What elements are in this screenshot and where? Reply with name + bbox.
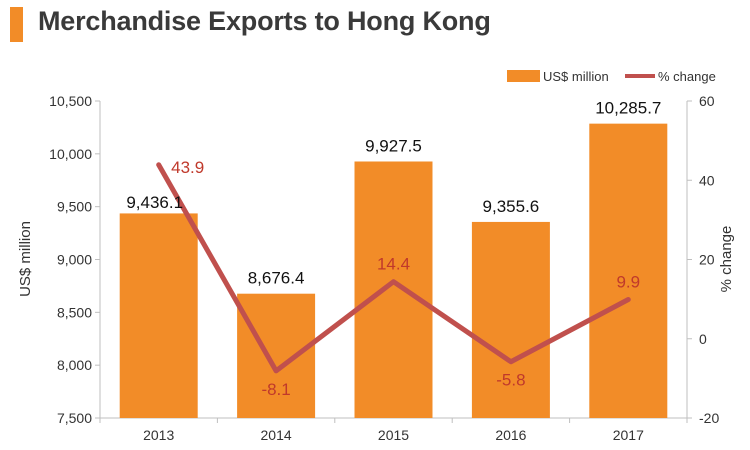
bar-data-label: 8,676.4 bbox=[248, 269, 305, 288]
y2-tick-label: -20 bbox=[699, 410, 719, 426]
line-data-label: -5.8 bbox=[496, 371, 525, 390]
y-tick-label: 10,500 bbox=[49, 93, 92, 109]
line-data-label: 14.4 bbox=[377, 255, 410, 274]
bar-data-label: 9,436.1 bbox=[126, 193, 183, 212]
x-tick-label: 2013 bbox=[143, 427, 174, 443]
x-tick-label: 2015 bbox=[378, 427, 409, 443]
bar bbox=[237, 293, 316, 418]
legend-label-bar: US$ million bbox=[543, 69, 609, 84]
bar-data-label: 9,927.5 bbox=[365, 136, 422, 155]
y-tick-label: 9,000 bbox=[57, 252, 92, 268]
legend: US$ million % change bbox=[507, 69, 716, 84]
line-data-label: 43.9 bbox=[171, 158, 204, 177]
y-tick-label: 8,000 bbox=[57, 357, 92, 373]
y2-tick-label: 60 bbox=[699, 93, 715, 109]
x-tick-label: 2017 bbox=[613, 427, 644, 443]
bar-data-label: 10,285.7 bbox=[595, 99, 661, 118]
line-data-label: -8.1 bbox=[261, 380, 290, 399]
x-tick-label: 2014 bbox=[261, 427, 292, 443]
legend-label-line: % change bbox=[658, 69, 716, 84]
bar bbox=[471, 221, 550, 418]
bar bbox=[589, 123, 668, 419]
y-tick-label: 10,000 bbox=[49, 146, 92, 162]
legend-swatch-bar bbox=[507, 70, 540, 82]
y2-tick-label: 20 bbox=[699, 252, 715, 268]
bar-data-label: 9,355.6 bbox=[483, 197, 540, 216]
y2-tick-label: 40 bbox=[699, 172, 715, 188]
y-tick-label: 8,500 bbox=[57, 304, 92, 320]
x-tick-label: 2016 bbox=[495, 427, 526, 443]
y2-tick-label: 0 bbox=[699, 331, 707, 347]
y-axis-label: US$ million bbox=[17, 221, 34, 297]
y-tick-label: 9,500 bbox=[57, 199, 92, 215]
bar bbox=[354, 161, 433, 418]
chart-title: Merchandise Exports to Hong Kong bbox=[38, 6, 491, 36]
y2-axis-label: % change bbox=[718, 226, 735, 293]
y-tick-label: 7,500 bbox=[57, 410, 92, 426]
title-accent-bar bbox=[10, 7, 23, 42]
line-data-label: 9.9 bbox=[616, 273, 640, 292]
bar bbox=[119, 213, 198, 418]
line-series bbox=[156, 162, 631, 374]
